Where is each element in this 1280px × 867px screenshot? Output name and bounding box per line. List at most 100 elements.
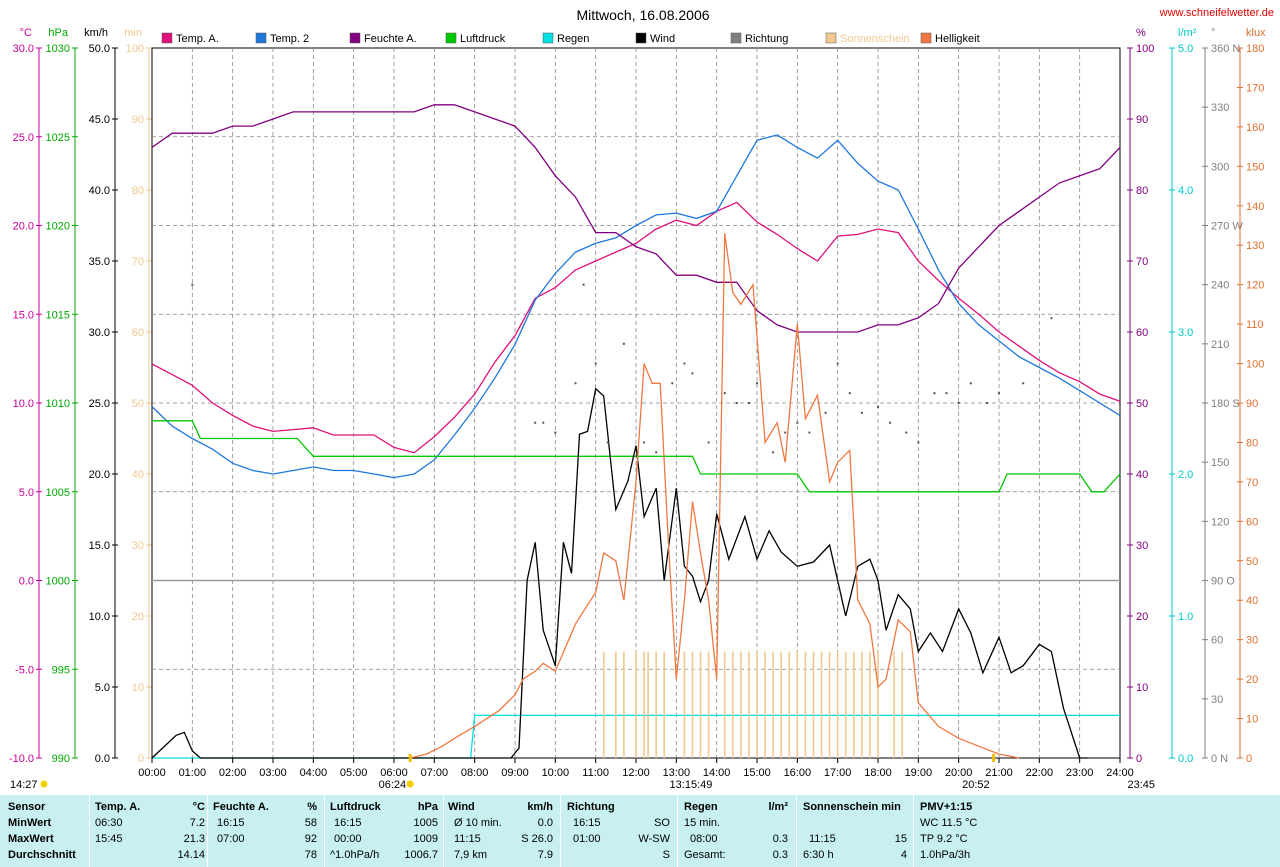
humidity-min-value: 58 bbox=[304, 817, 317, 829]
tick-label: 90 bbox=[1136, 114, 1148, 126]
sensor-header: Sensor bbox=[8, 801, 46, 813]
wind-run: 7,9 km bbox=[454, 849, 488, 861]
left-axes: °C 30.0 25.0 20.0 15.0 10.0 5.0 0.0 -5.0 -10.0 hPa… bbox=[9, 27, 152, 765]
tick-label: 120 bbox=[1211, 516, 1229, 528]
tick-label: 45.0 bbox=[89, 114, 110, 126]
direction-point bbox=[191, 283, 194, 286]
direction-point bbox=[998, 392, 1000, 395]
tick-label: 10 bbox=[1246, 714, 1258, 726]
legend-label: Temp. 2 bbox=[270, 33, 309, 45]
time-label: 15:00 bbox=[743, 767, 771, 779]
direction-point bbox=[848, 392, 851, 395]
humidity-min-time: 16:15 bbox=[217, 817, 245, 829]
direction-point bbox=[671, 382, 674, 385]
tick-label: 1005 bbox=[46, 487, 70, 499]
direction-point bbox=[554, 431, 557, 434]
tick-label: 1015 bbox=[46, 309, 70, 321]
legend-swatch bbox=[255, 32, 267, 44]
time-label: 19:00 bbox=[905, 767, 933, 779]
row-max-label: MaxWert bbox=[8, 833, 54, 845]
sunrise-icon bbox=[406, 780, 414, 788]
direction-point bbox=[969, 382, 972, 385]
axis-unit: klux bbox=[1246, 27, 1266, 39]
website-link[interactable]: www.schneifelwetter.de bbox=[1159, 7, 1274, 19]
tick-label: 90 O bbox=[1211, 576, 1235, 588]
tick-label: 1030 bbox=[46, 43, 70, 55]
tick-label: 270 W bbox=[1211, 221, 1243, 233]
direction-point bbox=[772, 451, 775, 454]
row-avg-label: Durchschnitt bbox=[8, 849, 76, 861]
tick-label: 70 bbox=[1246, 477, 1258, 489]
time-label: 10:00 bbox=[542, 767, 570, 779]
tick-label: 40.0 bbox=[89, 185, 110, 197]
series-line-temp- bbox=[151, 134, 1121, 479]
time-axis: 00:00 01:00 02:00 03:00 04:00 05:00 06:00 07:00… bbox=[10, 754, 1155, 791]
direction-point bbox=[691, 372, 694, 375]
direction-point bbox=[622, 342, 625, 345]
direction-point bbox=[877, 405, 879, 408]
pmv-windchill: WC 11.5 °C bbox=[920, 817, 978, 829]
direction-point bbox=[985, 402, 988, 404]
time-label: 06:00 bbox=[380, 767, 408, 779]
solar-noon-label: 13:15:49 bbox=[670, 779, 713, 791]
tick-label: 1025 bbox=[46, 132, 70, 144]
humidity-max-value: 92 bbox=[304, 833, 317, 845]
tick-label: 20.0 bbox=[89, 469, 110, 481]
direction-point bbox=[1050, 317, 1053, 320]
tick-label: 995 bbox=[52, 664, 70, 676]
legend-swatch bbox=[349, 32, 361, 44]
row-min-label: MinWert bbox=[8, 817, 52, 829]
axis-unit: min bbox=[124, 27, 142, 39]
direction-point bbox=[574, 382, 577, 385]
time-label: 17:00 bbox=[824, 767, 852, 779]
legend-label: Sonnenschein bbox=[840, 33, 910, 45]
tick-label: 80 bbox=[132, 185, 144, 197]
tick-label: 60 bbox=[1136, 327, 1148, 339]
tick-label: 0.0 bbox=[95, 753, 110, 765]
sunshine-total: 6:30 h bbox=[803, 849, 834, 861]
left-sun-icon bbox=[40, 780, 48, 788]
tick-label: 0 N bbox=[1211, 753, 1228, 765]
tick-label: 25.0 bbox=[13, 132, 34, 144]
rain-unit: l/m² bbox=[768, 801, 788, 813]
tick-label: 40 bbox=[1136, 469, 1148, 481]
time-label: 23:00 bbox=[1066, 767, 1094, 779]
chart-legend: Temp. A. Temp. 2 Feuchte A. Luftdruck Regen W… bbox=[161, 32, 980, 45]
legend-swatch bbox=[730, 32, 742, 44]
tick-label: 130 bbox=[1246, 240, 1264, 252]
weather-chart: Mittwoch, 16.08.2006 www.schneifelwetter… bbox=[9, 7, 1274, 791]
right-time-label: 23:45 bbox=[1127, 779, 1155, 791]
tick-label: 4.0 bbox=[1178, 185, 1193, 197]
pressure-min-value: 1005 bbox=[413, 817, 438, 829]
tick-label: 0 bbox=[1136, 753, 1142, 765]
tick-label: 300 bbox=[1211, 161, 1229, 173]
temp-unit: °C bbox=[192, 801, 205, 813]
time-label: 16:00 bbox=[784, 767, 812, 779]
right-axes: %1009080706050403020100l/m²5.04.03.02.01… bbox=[1127, 27, 1266, 765]
sun-marker bbox=[408, 754, 412, 762]
legend-swatch bbox=[825, 32, 837, 44]
legend-label: Wind bbox=[650, 33, 675, 45]
time-label: 21:00 bbox=[985, 767, 1013, 779]
direction-point bbox=[860, 411, 863, 414]
direction-point bbox=[594, 362, 597, 365]
wind-mean-value: 7.9 bbox=[537, 849, 553, 861]
tick-label: 60 bbox=[132, 327, 144, 339]
pressure-min-time: 16:15 bbox=[334, 817, 362, 829]
direction-point bbox=[905, 431, 908, 434]
tick-label: 70 bbox=[132, 256, 144, 268]
legend-swatch bbox=[635, 32, 647, 44]
temp-max-value: 21.3 bbox=[183, 833, 205, 845]
sunshine-max-time: 11:15 bbox=[809, 833, 836, 845]
tick-label: 110 bbox=[1246, 319, 1264, 331]
direction-point bbox=[917, 441, 920, 444]
time-label: 18:00 bbox=[864, 767, 892, 779]
direction-point bbox=[796, 421, 799, 424]
tick-label: 50.0 bbox=[89, 43, 110, 55]
axis-unit: ° bbox=[1211, 27, 1215, 39]
temp-min-value: 7.2 bbox=[189, 817, 205, 829]
time-label: 00:00 bbox=[138, 767, 166, 779]
humidity-unit: % bbox=[307, 801, 317, 813]
tick-label: 50 bbox=[1136, 398, 1148, 410]
tick-label: 1010 bbox=[46, 398, 70, 410]
